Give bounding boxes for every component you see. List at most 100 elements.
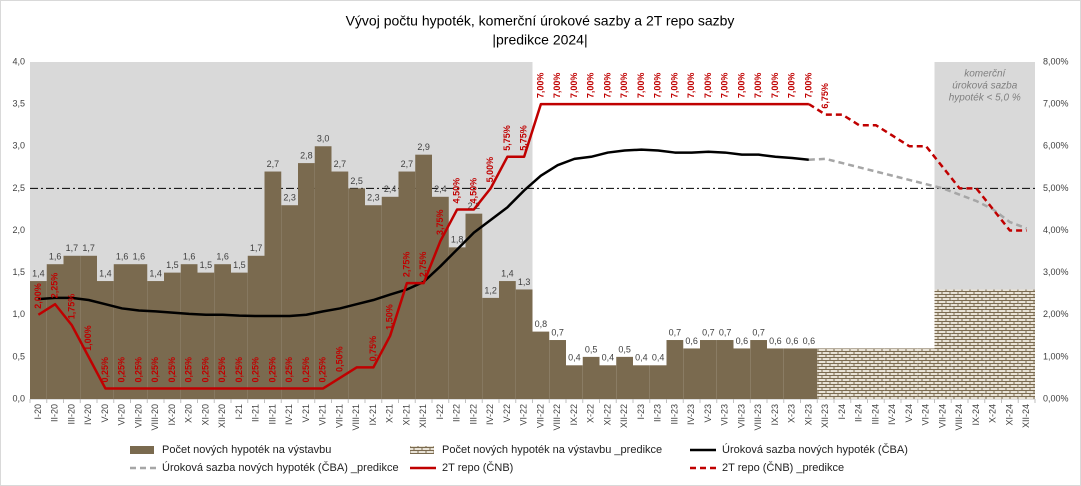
x-tick-label: XI-21 — [401, 404, 411, 426]
bar — [448, 247, 466, 399]
x-tick-label: VIII-20 — [150, 404, 160, 431]
bar — [180, 264, 198, 399]
line-label: 0,25% — [267, 357, 277, 383]
y-tick-label: 0,0 — [12, 393, 25, 403]
annotation: komerční — [964, 69, 1006, 80]
x-tick-label: VII-23 — [736, 404, 746, 428]
x-tick-label: XI-22 — [602, 404, 612, 426]
x-tick-label: VII-22 — [535, 404, 545, 428]
line-label: 0,25% — [217, 357, 227, 383]
line-label: 0,25% — [234, 357, 244, 383]
x-tick-label: I-20 — [33, 404, 43, 420]
bar-label: 1,4 — [501, 268, 514, 278]
bar-label: 1,2 — [484, 285, 497, 295]
line-label: 7,00% — [787, 73, 797, 99]
bar-label: 1,6 — [216, 252, 229, 262]
x-tick-label: VI-24 — [921, 404, 931, 426]
bar — [348, 188, 365, 399]
bar — [934, 289, 952, 399]
bar-label: 2,3 — [283, 193, 296, 203]
x-tick-label: I-22 — [435, 404, 445, 420]
line-label: 0,25% — [133, 357, 143, 383]
bar-label: 1,3 — [518, 277, 531, 287]
bar-label: 0,7 — [551, 327, 564, 337]
x-tick-label: VIII-24 — [954, 404, 964, 431]
bar-label: 1,5 — [200, 260, 213, 270]
bar-label: 0,4 — [568, 353, 581, 363]
line — [808, 103, 1027, 232]
line — [37, 102, 809, 390]
y2-tick-label: 0,00% — [1043, 393, 1069, 403]
x-tick-label: II-23 — [653, 404, 663, 422]
bar-label: 1,6 — [183, 252, 196, 262]
x-tick-label: II-22 — [452, 404, 462, 422]
bar — [716, 340, 734, 399]
x-tick-label: V-21 — [301, 404, 311, 423]
bar-label: 1,6 — [49, 252, 62, 262]
bar — [381, 196, 399, 399]
bar-label: 2,8 — [300, 150, 313, 160]
y-tick-label: 3,0 — [12, 141, 25, 151]
bar — [633, 365, 650, 399]
line-label: 0,25% — [251, 357, 261, 383]
x-tick-label: I-24 — [837, 404, 847, 420]
chart-title: Vývoj počtu hypoték, komerční úrokové sa… — [346, 13, 735, 29]
line-label: 7,00% — [686, 73, 696, 99]
line-label: 7,00% — [636, 73, 646, 99]
line-label: 1,50% — [385, 304, 395, 330]
legend-swatch — [130, 446, 154, 454]
line-label: 2,75% — [418, 252, 428, 278]
line-label: 7,00% — [569, 73, 579, 99]
line-label: 5,75% — [502, 125, 512, 151]
bar — [616, 356, 633, 399]
bar — [499, 281, 516, 399]
y2-tick-label: 8,00% — [1043, 56, 1069, 66]
bar — [666, 340, 684, 399]
bar-label: 0,5 — [585, 344, 598, 354]
bar — [247, 255, 265, 399]
x-tick-label: X-22 — [586, 404, 596, 423]
line-label: 0,25% — [100, 357, 110, 383]
y2-tick-label: 2,00% — [1043, 309, 1069, 319]
bar-label: 2,4 — [434, 184, 447, 194]
bar — [465, 213, 483, 399]
line-label: 7,00% — [736, 73, 746, 99]
bar-label: 1,4 — [99, 268, 112, 278]
line-label: 7,00% — [653, 73, 663, 99]
x-tick-label: IV-21 — [284, 404, 294, 425]
bar — [884, 348, 901, 399]
x-tick-label: X-24 — [988, 404, 998, 423]
x-tick-label: IX-23 — [770, 404, 780, 426]
bar — [214, 264, 231, 399]
line-label: 7,00% — [753, 73, 763, 99]
bar — [515, 289, 533, 399]
bar-label: 1,7 — [250, 243, 263, 253]
bar-label: 0,4 — [652, 353, 665, 363]
bar — [582, 356, 600, 399]
bar — [549, 340, 566, 399]
line-label: 0,25% — [184, 357, 194, 383]
legend-label: Počet nových hypoték na výstavbu — [162, 444, 331, 456]
line-label: 0,50% — [334, 346, 344, 372]
bar — [314, 146, 332, 399]
bar-label: 1,5 — [233, 260, 246, 270]
bar — [867, 348, 885, 399]
x-tick-label: VII-21 — [334, 404, 344, 428]
x-tick-label: IV-20 — [83, 404, 93, 425]
bar-label: 0,6 — [786, 336, 799, 346]
bar — [767, 348, 784, 399]
line-label: 5,75% — [519, 125, 529, 151]
line-label: 0,25% — [318, 357, 328, 383]
x-tick-label: VII-20 — [133, 404, 143, 428]
bar — [130, 264, 148, 399]
x-tick-label: V-23 — [703, 404, 713, 423]
bar — [1018, 289, 1035, 399]
line — [808, 157, 1028, 230]
x-tick-label: XII-23 — [820, 404, 830, 428]
y2-tick-label: 4,00% — [1043, 225, 1069, 235]
bar — [750, 340, 767, 399]
line-label: 1,00% — [83, 325, 93, 351]
x-tick-label: III-20 — [66, 404, 76, 425]
bar — [817, 348, 834, 399]
